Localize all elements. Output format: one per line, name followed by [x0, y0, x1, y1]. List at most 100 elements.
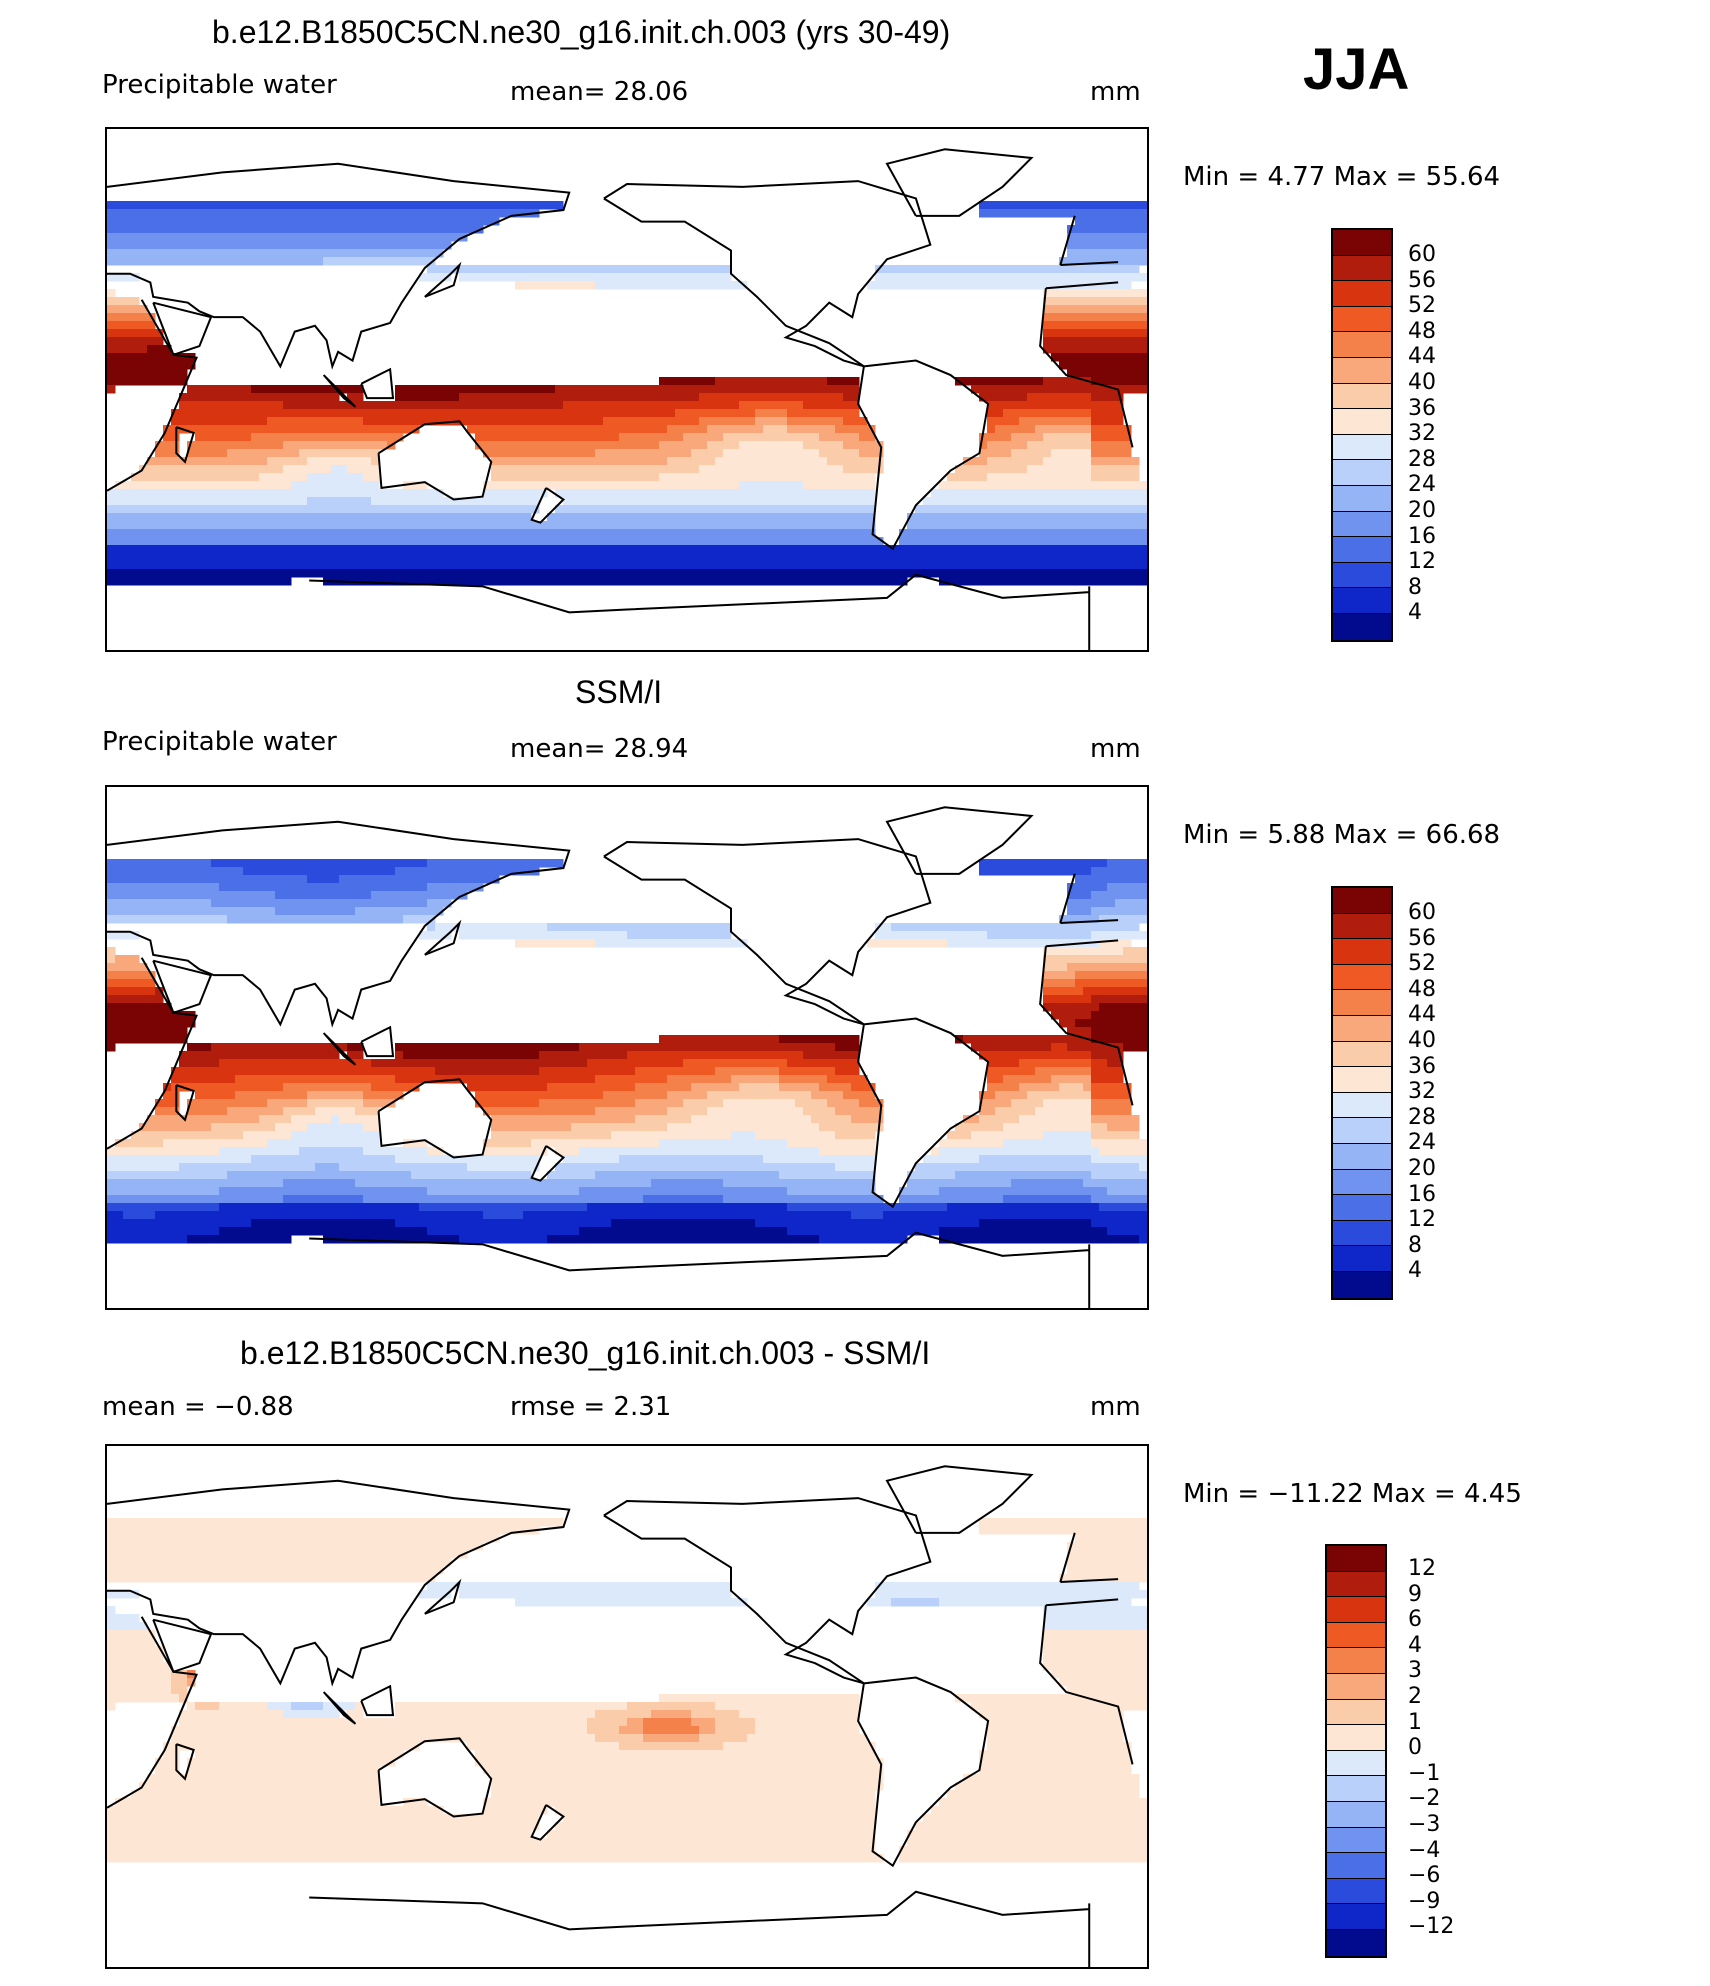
colorbar-swatch	[1333, 1067, 1391, 1093]
coastline	[152, 1618, 213, 1674]
colorbar-tick-label: 6	[1408, 1607, 1422, 1633]
coastline	[107, 162, 1119, 370]
coastline	[309, 573, 1091, 650]
colorbar-swatch	[1327, 1750, 1385, 1777]
coastline	[603, 1497, 932, 1685]
colorbar-swatch	[1327, 1648, 1385, 1674]
colorbar-swatch	[1333, 1271, 1391, 1298]
colorbar-tick-label: 4	[1408, 1258, 1422, 1284]
colorbar-swatch	[1333, 964, 1391, 991]
colorbar-swatch	[1333, 511, 1391, 538]
colorbar-tick-label: 32	[1408, 1079, 1436, 1105]
colorbar-tick-label: 44	[1408, 1002, 1436, 1028]
coastline	[424, 1578, 462, 1615]
colorbar-swatch	[1333, 357, 1391, 384]
coastline	[152, 959, 213, 1015]
colorbar-swatch	[1327, 1853, 1385, 1879]
colorbar-swatch	[1333, 1143, 1391, 1170]
colorbar-tick-label: −6	[1408, 1863, 1441, 1889]
colorbar-swatch	[1327, 1699, 1385, 1726]
colorbar-tick-label: 44	[1408, 344, 1436, 370]
colorbar-tick-label: 8	[1408, 1232, 1422, 1258]
colorbar-swatch	[1327, 1776, 1385, 1802]
panel2-colorbar	[1331, 886, 1393, 1300]
colorbar-tick-label: 52	[1408, 293, 1436, 319]
panel1-colorbar-labels: 60 56 52 48 44 40 36 32 28 24 20 16 12 8 4	[1408, 242, 1436, 626]
colorbar-tick-label: −9	[1408, 1888, 1441, 1914]
coastline	[885, 148, 1034, 217]
colorbar-swatch	[1333, 1169, 1391, 1196]
colorbar-tick-label: 20	[1408, 1155, 1436, 1181]
panel2-minmax: Min = 5.88 Max = 66.68	[1183, 820, 1501, 850]
colorbar-swatch	[1333, 1195, 1391, 1221]
panel2-title: SSM/I	[575, 674, 663, 710]
colorbar-tick-label: 12	[1408, 1556, 1436, 1581]
colorbar-tick-label: 60	[1408, 242, 1436, 267]
colorbar-swatch	[1327, 1725, 1385, 1751]
colorbar-tick-label: 40	[1408, 1027, 1436, 1053]
panel1-minmax: Min = 4.77 Max = 55.64	[1183, 162, 1501, 192]
panel3-units: mm	[1090, 1392, 1141, 1422]
colorbar-tick-label: 12	[1408, 549, 1436, 575]
coastline	[857, 359, 990, 551]
coastline	[377, 1078, 493, 1159]
colorbar-tick-label: 48	[1408, 976, 1436, 1002]
colorbar-tick-label: 56	[1408, 267, 1436, 293]
panel2-map	[105, 785, 1149, 1310]
coastline	[175, 1084, 195, 1122]
coastline	[322, 374, 357, 408]
colorbar-tick-label: −4	[1408, 1837, 1441, 1863]
colorbar-tick-label: 36	[1408, 395, 1436, 421]
colorbar-swatch	[1333, 1220, 1391, 1247]
panel3-mean-label: mean = −0.88	[102, 1392, 294, 1422]
panel3-map	[105, 1444, 1149, 1969]
colorbar-tick-label: 28	[1408, 446, 1436, 472]
colorbar-swatch	[1333, 1118, 1391, 1144]
coastline	[152, 301, 213, 357]
colorbar-tick-label: 9	[1408, 1581, 1422, 1607]
coastline	[530, 1804, 566, 1841]
colorbar-swatch	[1333, 332, 1391, 358]
coastline	[360, 1684, 395, 1717]
panel1-title: b.e12.B1850C5CN.ne30_g16.init.ch.003 (yr…	[212, 14, 951, 50]
colorbar-tick-label: 52	[1408, 951, 1436, 977]
panel3-colorbar	[1325, 1544, 1387, 1958]
colorbar-swatch	[1333, 230, 1391, 256]
colorbar-swatch	[1327, 1546, 1385, 1572]
colorbar-swatch	[1333, 306, 1391, 333]
panel1-mean-label: mean= 28.06	[510, 77, 689, 107]
colorbar-tick-label: 36	[1408, 1053, 1436, 1079]
coastline	[175, 426, 195, 464]
colorbar-tick-label: −3	[1408, 1811, 1441, 1837]
coastline	[885, 1465, 1034, 1534]
colorbar-tick-label: −12	[1408, 1914, 1455, 1940]
colorbar-swatch	[1333, 939, 1391, 965]
colorbar-tick-label: 4	[1408, 600, 1422, 626]
colorbar-swatch	[1333, 588, 1391, 614]
coastline	[377, 420, 493, 501]
colorbar-swatch	[1333, 281, 1391, 307]
coastline	[530, 1145, 566, 1182]
panel3-map-svg	[107, 1465, 1147, 1967]
colorbar-swatch	[1333, 913, 1391, 940]
colorbar-swatch	[1333, 1015, 1391, 1042]
colorbar-swatch	[1327, 1801, 1385, 1828]
colorbar-swatch	[1333, 255, 1391, 282]
colorbar-swatch	[1333, 1041, 1391, 1068]
coastline	[377, 1737, 493, 1818]
colorbar-swatch	[1327, 1597, 1385, 1623]
colorbar-tick-label: 4	[1408, 1632, 1422, 1658]
colorbar-swatch	[1333, 409, 1391, 435]
colorbar-tick-label: 12	[1408, 1207, 1436, 1233]
colorbar-swatch	[1333, 613, 1391, 640]
colorbar-swatch	[1333, 1246, 1391, 1272]
colorbar-tick-label: 1	[1408, 1709, 1422, 1735]
coastline	[530, 487, 566, 524]
coastline	[107, 1479, 1119, 1687]
coastline	[309, 1890, 1091, 1967]
colorbar-swatch	[1333, 888, 1391, 914]
coastline	[424, 919, 462, 956]
panel1-map-svg	[107, 148, 1147, 650]
panel3-title: b.e12.B1850C5CN.ne30_g16.init.ch.003 - S…	[240, 1335, 931, 1371]
colorbar-swatch	[1333, 537, 1391, 563]
